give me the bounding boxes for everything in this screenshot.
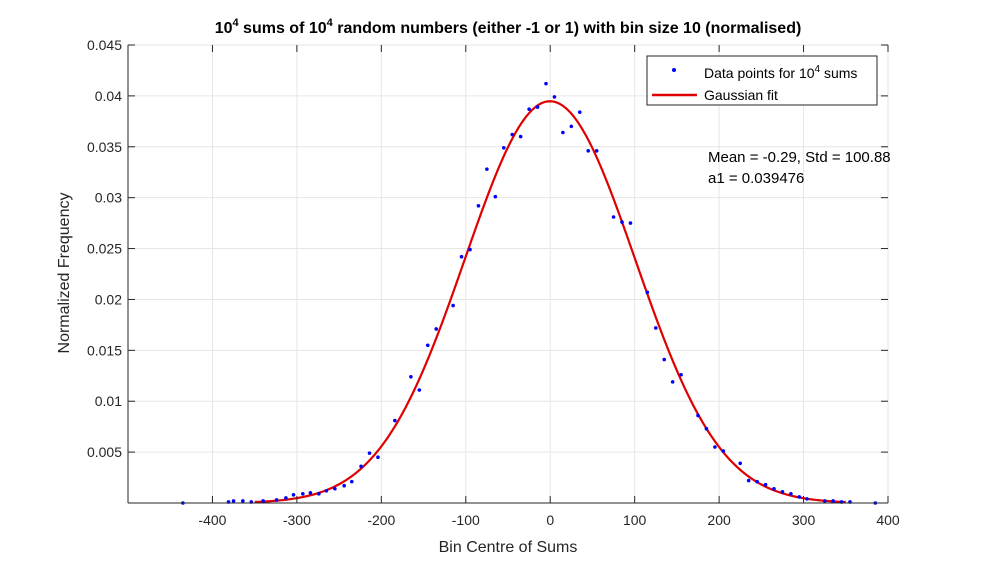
data-point (367, 451, 372, 455)
data-point (679, 372, 683, 377)
data-point (317, 492, 321, 496)
x-tick-label: -300 (283, 512, 311, 528)
y-axis-label: Normalized Frequency (56, 193, 73, 354)
data-point (552, 95, 557, 99)
x-axis-label: Bin Centre of Sums (439, 539, 578, 556)
legend-box (646, 55, 878, 106)
data-point (561, 130, 565, 135)
data-point (510, 132, 515, 137)
data-point (485, 167, 489, 171)
tick-labels: -400 -300 -200 -100 0 100 200 300 400 0.005 0.01 0.… (87, 37, 900, 528)
data-point (620, 220, 624, 224)
data-point (468, 247, 472, 252)
legend-fit-label: Gaussian fit (704, 87, 778, 103)
y-tick-label: 0.01 (95, 393, 122, 409)
data-point (797, 495, 802, 499)
data-point (653, 326, 658, 330)
legend-point-marker (672, 68, 676, 72)
data-point (333, 486, 337, 491)
data-point (284, 496, 288, 500)
data-point (544, 81, 548, 86)
chart-title: 104 sums of 104 random numbers (either -… (215, 17, 802, 37)
grid (128, 44, 889, 503)
data-point (261, 499, 265, 503)
y-tick-label: 0.035 (87, 139, 122, 155)
data-point (518, 134, 523, 139)
data-point (308, 491, 313, 495)
data-point (789, 492, 793, 496)
points-layer (181, 81, 878, 505)
data-point (359, 464, 363, 469)
data-point (434, 327, 439, 331)
x-tick-label: 100 (623, 512, 647, 528)
data-point (241, 499, 245, 503)
legend-points-label: Data points for 104 sums (704, 64, 857, 81)
data-point (425, 343, 430, 348)
data-point (324, 488, 329, 493)
data-point (342, 483, 346, 488)
data-point (349, 479, 354, 484)
gaussian-fit-line (254, 100, 846, 504)
data-point (780, 490, 785, 494)
data-point (301, 492, 305, 496)
y-tick-label: 0.005 (87, 444, 122, 460)
x-tick-label: 0 (546, 512, 554, 528)
data-point (755, 479, 759, 484)
data-point (274, 498, 279, 502)
data-point (628, 221, 633, 225)
data-point (376, 455, 380, 460)
fit-layer (254, 100, 846, 504)
axes (127, 44, 889, 504)
x-tick-label: -100 (452, 512, 480, 528)
data-point (409, 375, 413, 379)
data-point (586, 149, 591, 153)
data-point (721, 449, 726, 453)
data-point (594, 149, 599, 153)
data-point (459, 254, 464, 259)
data-point (704, 426, 709, 431)
x-tick-label: 200 (707, 512, 731, 528)
data-point (670, 380, 675, 384)
data-point (645, 290, 650, 295)
data-point (822, 499, 827, 503)
data-point (451, 303, 455, 308)
data-point (493, 194, 498, 199)
data-point (763, 482, 768, 487)
data-point (738, 461, 743, 466)
data-point (291, 493, 296, 497)
x-tick-label: 400 (876, 512, 900, 528)
x-tick-label: -200 (367, 512, 395, 528)
data-point (696, 413, 700, 418)
data-point (713, 445, 717, 449)
data-point (527, 107, 531, 111)
data-point (569, 124, 574, 129)
y-tick-label: 0.04 (95, 88, 122, 104)
data-point (577, 110, 582, 114)
data-point (417, 388, 422, 392)
y-tick-label: 0.03 (95, 190, 122, 206)
annotation-a1: a1 = 0.039476 (708, 170, 804, 187)
data-point (611, 215, 616, 219)
data-point (476, 204, 481, 208)
data-point (831, 499, 835, 503)
data-point (772, 486, 776, 491)
y-tick-label: 0.025 (87, 241, 122, 257)
legend: Data points for 104 sums Gaussian fit (646, 55, 878, 106)
x-tick-label: 300 (792, 512, 816, 528)
x-tick-label: -400 (198, 512, 226, 528)
data-point (746, 478, 751, 483)
data-point (501, 146, 506, 150)
data-point (662, 357, 667, 362)
data-point (805, 497, 809, 501)
y-tick-label: 0.015 (87, 342, 122, 358)
data-point (393, 418, 397, 423)
data-point (231, 499, 236, 503)
y-tick-label: 0.02 (95, 291, 122, 307)
annotation-mean-std: Mean = -0.29, Std = 100.88 (708, 149, 891, 166)
y-tick-label: 0.045 (87, 37, 122, 53)
data-point (535, 105, 540, 109)
